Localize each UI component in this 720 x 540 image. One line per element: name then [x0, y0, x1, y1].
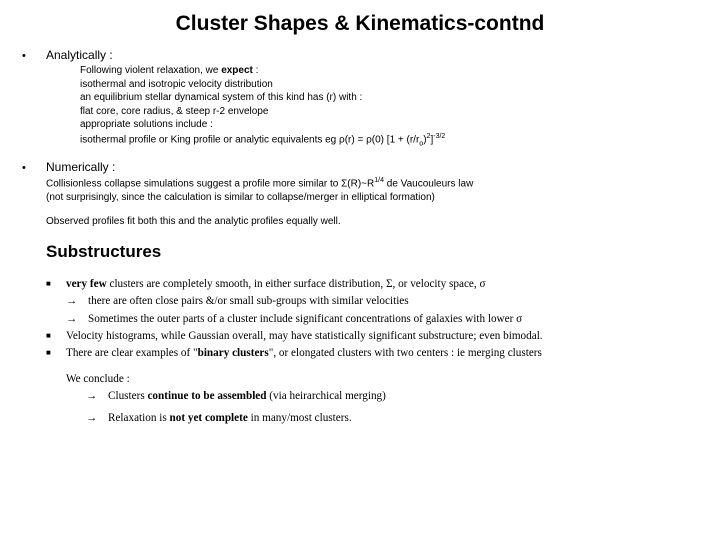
bullet-dot: •	[18, 50, 46, 62]
arrow-item: → Sometimes the outer parts of a cluster…	[66, 311, 702, 327]
line-text: isothermal profile or King profile or an…	[80, 134, 419, 145]
arrow-item: → Clusters continue to be assembled (via…	[86, 388, 702, 404]
arrow-item: → there are often close pairs &/or small…	[66, 293, 702, 309]
bold-text: binary clusters	[198, 347, 269, 359]
analytically-row: • Analytically :	[18, 48, 702, 62]
serif-text: Velocity histograms, while Gaussian over…	[66, 328, 702, 344]
substructures-block: ■ very few clusters are completely smoot…	[46, 276, 702, 426]
line-text: Following violent relaxation, we	[80, 65, 221, 76]
serif-text: clusters are completely smooth, in eithe…	[107, 278, 486, 290]
line-text: isothermal and isotropic velocity distri…	[80, 78, 702, 92]
conclude-block: We conclude : → Clusters continue to be …	[66, 371, 702, 426]
serif-text: Sometimes the outer parts of a cluster i…	[88, 311, 702, 327]
serif-text: There are clear examples of "	[66, 347, 198, 359]
list-item: ■ very few clusters are completely smoot…	[46, 276, 702, 292]
arrow-icon: →	[86, 410, 108, 426]
bold-text: not yet complete	[170, 412, 248, 424]
serif-text: there are often close pairs &/or small s…	[88, 293, 702, 309]
superscript: 1/4	[374, 177, 384, 184]
line-text: appropriate solutions include :	[80, 118, 702, 132]
numerically-label: Numerically :	[46, 160, 115, 174]
arrow-item: → Relaxation is not yet complete in many…	[86, 410, 702, 426]
numerically-para1: Collisionless collapse simulations sugge…	[46, 176, 702, 204]
square-bullet-icon: ■	[46, 345, 66, 361]
numerically-row: • Numerically :	[18, 160, 702, 174]
analytically-label: Analytically :	[46, 48, 113, 62]
arrow-icon: →	[66, 311, 88, 327]
line-text: an equilibrium stellar dynamical system …	[80, 91, 702, 105]
serif-text: (via heirarchical merging)	[267, 390, 386, 402]
serif-text: ", or elongated clusters with two center…	[269, 347, 542, 359]
bold-text: continue to be assembled	[147, 390, 266, 402]
list-item: ■ Velocity histograms, while Gaussian ov…	[46, 328, 702, 344]
numerically-para2: Observed profiles fit both this and the …	[46, 215, 702, 229]
para-text: Collisionless collapse simulations sugge…	[46, 179, 374, 190]
square-bullet-icon: ■	[46, 276, 66, 292]
square-bullet-icon: ■	[46, 328, 66, 344]
list-item: ■ There are clear examples of "binary cl…	[46, 345, 702, 361]
page-title: Cluster Shapes & Kinematics-contnd	[18, 12, 702, 36]
serif-text: Clusters	[108, 390, 147, 402]
superscript: -3/2	[433, 133, 445, 140]
line-text: flat core, core radius, & steep r-2 enve…	[80, 105, 702, 119]
line-bold: expect	[221, 65, 253, 76]
line-text: :	[253, 65, 259, 76]
conclude-label: We conclude :	[66, 371, 702, 387]
arrow-icon: →	[66, 293, 88, 309]
para-text: (not surprisingly, since the calculation…	[46, 192, 435, 203]
substructures-heading: Substructures	[46, 242, 702, 262]
para-text: de Vaucouleurs law	[384, 179, 473, 190]
bold-text: very few	[66, 278, 107, 290]
serif-text: Relaxation is	[108, 412, 170, 424]
bullet-dot: •	[18, 162, 46, 174]
arrow-icon: →	[86, 388, 108, 404]
serif-text: in many/most clusters.	[248, 412, 352, 424]
analytically-lines: Following violent relaxation, we expect …	[80, 64, 702, 148]
